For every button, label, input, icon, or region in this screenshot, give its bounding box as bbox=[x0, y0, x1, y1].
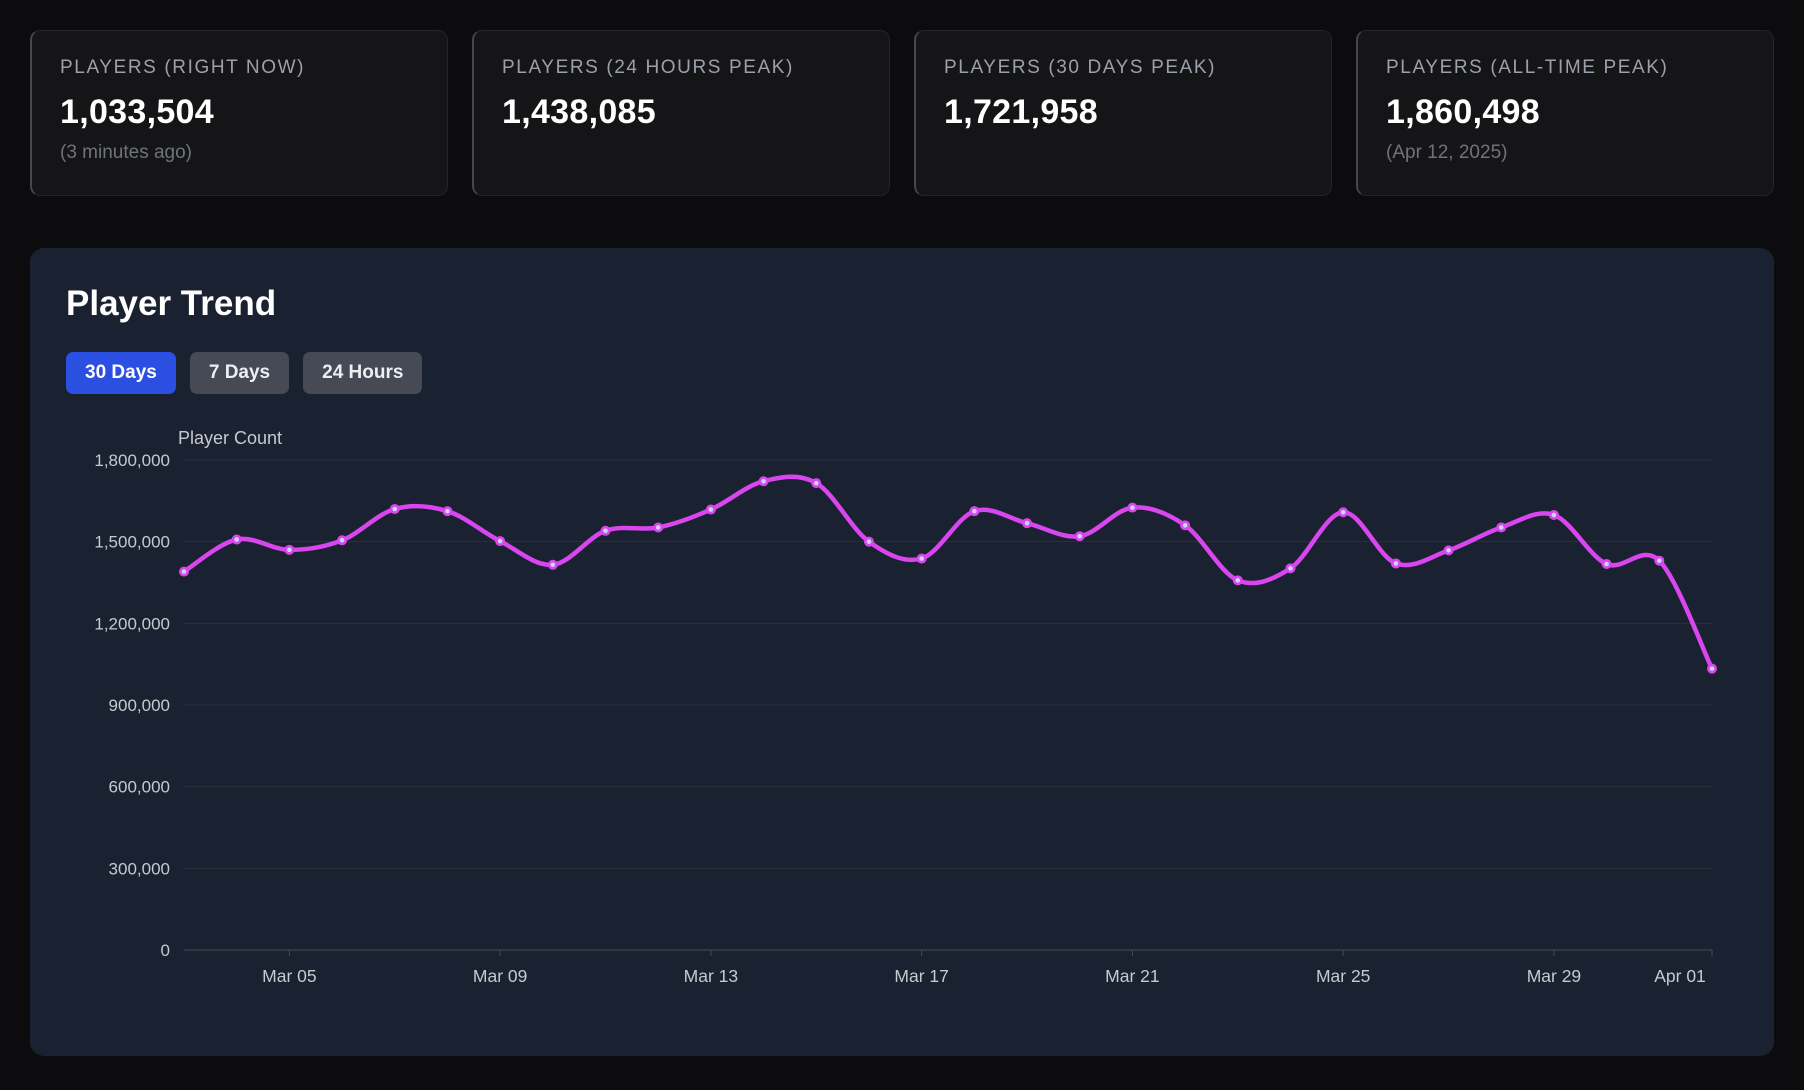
range-tabs: 30 Days 7 Days 24 Hours bbox=[66, 352, 1738, 394]
svg-text:600,000: 600,000 bbox=[109, 778, 170, 797]
page: PLAYERS (RIGHT NOW) 1,033,504 (3 minutes… bbox=[30, 30, 1774, 1056]
svg-text:Mar 13: Mar 13 bbox=[684, 966, 738, 986]
stat-value: 1,860,498 bbox=[1386, 93, 1540, 131]
stat-value: 1,721,958 bbox=[944, 93, 1098, 131]
svg-text:Apr 01: Apr 01 bbox=[1654, 966, 1706, 986]
stat-card-24h-peak: PLAYERS (24 HOURS PEAK) 1,438,085 bbox=[472, 30, 890, 196]
stat-note: (3 minutes ago) bbox=[60, 142, 193, 163]
player-trend-chart: 0 300,000 600,000 900,000 1,200,000 1,500,000… bbox=[66, 424, 1738, 1002]
trend-chart-svg[interactable]: 0 300,000 600,000 900,000 1,200,000 1,500,000… bbox=[66, 424, 1736, 1002]
stat-label: PLAYERS (24 HOURS PEAK) bbox=[502, 57, 794, 78]
stat-label: PLAYERS (30 DAYS PEAK) bbox=[944, 57, 1217, 78]
svg-text:0: 0 bbox=[161, 941, 170, 960]
stats-row: PLAYERS (RIGHT NOW) 1,033,504 (3 minutes… bbox=[30, 30, 1774, 196]
svg-text:Mar 21: Mar 21 bbox=[1105, 966, 1159, 986]
tab-24-hours[interactable]: 24 Hours bbox=[303, 352, 423, 394]
stat-card-30d-peak: PLAYERS (30 DAYS PEAK) 1,721,958 bbox=[914, 30, 1332, 196]
svg-text:Mar 09: Mar 09 bbox=[473, 966, 527, 986]
stat-card-right-now: PLAYERS (RIGHT NOW) 1,033,504 (3 minutes… bbox=[30, 30, 448, 196]
svg-text:Mar 05: Mar 05 bbox=[262, 966, 316, 986]
player-trend-panel: Player Trend 30 Days 7 Days 24 Hours 0 30… bbox=[30, 248, 1774, 1056]
svg-text:1,800,000: 1,800,000 bbox=[94, 451, 170, 470]
stat-value: 1,033,504 bbox=[60, 93, 214, 131]
svg-text:Mar 29: Mar 29 bbox=[1527, 966, 1581, 986]
svg-text:900,000: 900,000 bbox=[109, 696, 170, 715]
svg-text:300,000: 300,000 bbox=[109, 859, 170, 878]
tab-30-days[interactable]: 30 Days bbox=[66, 352, 176, 394]
svg-text:Mar 17: Mar 17 bbox=[894, 966, 948, 986]
stat-label: PLAYERS (ALL-TIME PEAK) bbox=[1386, 57, 1669, 78]
svg-text:1,200,000: 1,200,000 bbox=[94, 614, 170, 633]
stat-label: PLAYERS (RIGHT NOW) bbox=[60, 57, 306, 78]
svg-text:1,500,000: 1,500,000 bbox=[94, 533, 170, 552]
stat-value: 1,438,085 bbox=[502, 93, 656, 131]
svg-text:Mar 25: Mar 25 bbox=[1316, 966, 1370, 986]
svg-text:Player Count: Player Count bbox=[178, 428, 282, 448]
tab-7-days[interactable]: 7 Days bbox=[189, 352, 290, 394]
panel-title: Player Trend bbox=[66, 284, 277, 323]
stat-card-alltime-peak: PLAYERS (ALL-TIME PEAK) 1,860,498 (Apr 1… bbox=[1356, 30, 1774, 196]
stat-note: (Apr 12, 2025) bbox=[1386, 142, 1508, 163]
